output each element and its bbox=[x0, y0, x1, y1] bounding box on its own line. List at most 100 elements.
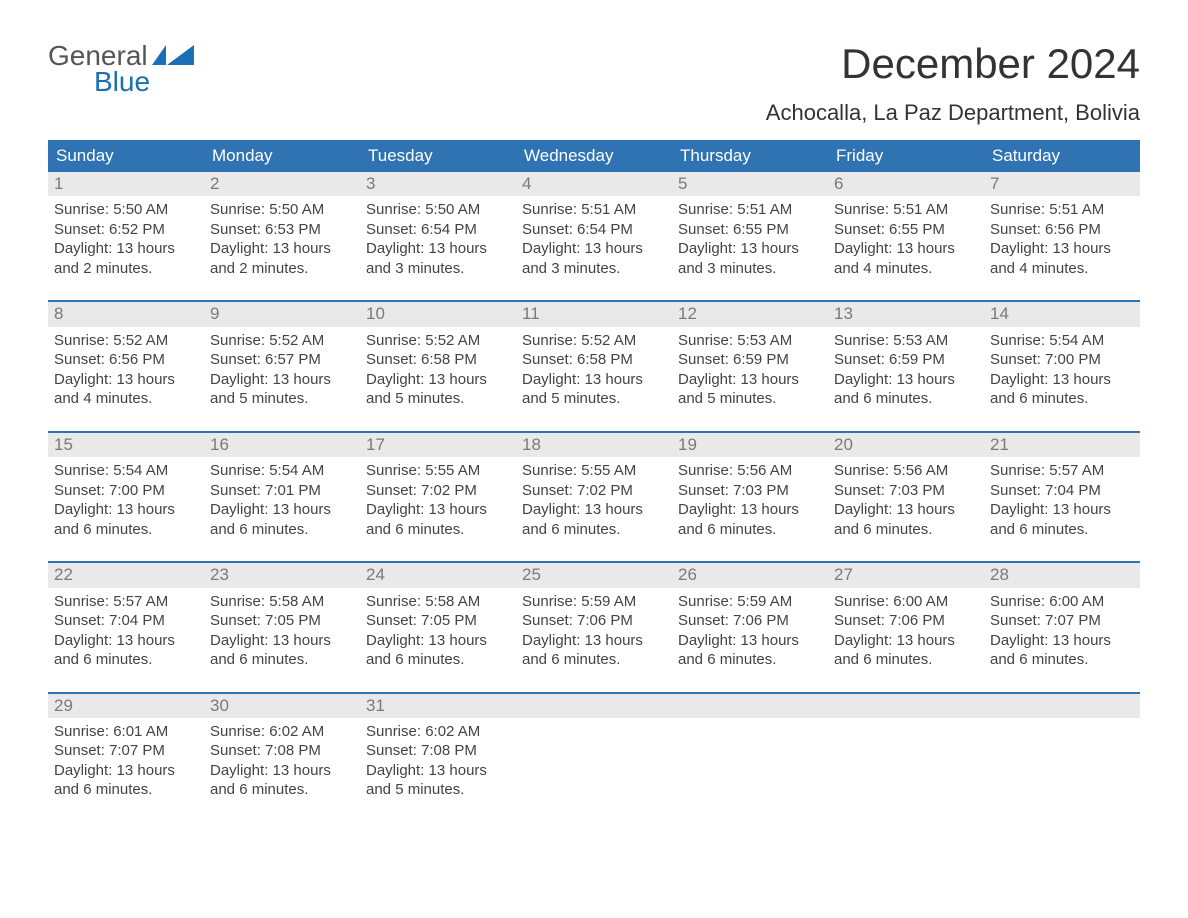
day-number: 31 bbox=[360, 694, 516, 718]
sunrise-text: Sunrise: 5:54 AM bbox=[990, 331, 1134, 351]
sunset-text: Sunset: 6:53 PM bbox=[210, 220, 354, 240]
sunrise-text: Sunrise: 5:52 AM bbox=[210, 331, 354, 351]
daylight-text: Daylight: 13 hours and 6 minutes. bbox=[54, 761, 198, 800]
week-row: 22Sunrise: 5:57 AMSunset: 7:04 PMDayligh… bbox=[48, 561, 1140, 675]
logo: General Blue bbox=[48, 40, 194, 98]
day-number: 30 bbox=[204, 694, 360, 718]
day-cell: 20Sunrise: 5:56 AMSunset: 7:03 PMDayligh… bbox=[828, 433, 984, 545]
day-number: 24 bbox=[360, 563, 516, 587]
day-number: 11 bbox=[516, 302, 672, 326]
sunrise-text: Sunrise: 5:56 AM bbox=[678, 461, 822, 481]
day-cell: 3Sunrise: 5:50 AMSunset: 6:54 PMDaylight… bbox=[360, 172, 516, 284]
header: General Blue December 2024 Achocalla, La… bbox=[48, 40, 1140, 126]
day-number: 22 bbox=[48, 563, 204, 587]
sunset-text: Sunset: 7:07 PM bbox=[990, 611, 1134, 631]
day-number: 23 bbox=[204, 563, 360, 587]
weeks-wrapper: 1Sunrise: 5:50 AMSunset: 6:52 PMDaylight… bbox=[48, 172, 1140, 806]
daylight-text: Daylight: 13 hours and 5 minutes. bbox=[210, 370, 354, 409]
day-cell: 9Sunrise: 5:52 AMSunset: 6:57 PMDaylight… bbox=[204, 302, 360, 414]
day-cell: 29Sunrise: 6:01 AMSunset: 7:07 PMDayligh… bbox=[48, 694, 204, 806]
sunset-text: Sunset: 7:06 PM bbox=[678, 611, 822, 631]
day-body: Sunrise: 5:55 AMSunset: 7:02 PMDaylight:… bbox=[516, 457, 672, 545]
sunset-text: Sunset: 7:05 PM bbox=[366, 611, 510, 631]
day-number bbox=[516, 694, 672, 718]
sunrise-text: Sunrise: 6:01 AM bbox=[54, 722, 198, 742]
dow-cell: Tuesday bbox=[360, 140, 516, 172]
sunset-text: Sunset: 6:59 PM bbox=[834, 350, 978, 370]
day-cell: 1Sunrise: 5:50 AMSunset: 6:52 PMDaylight… bbox=[48, 172, 204, 284]
day-cell: 6Sunrise: 5:51 AMSunset: 6:55 PMDaylight… bbox=[828, 172, 984, 284]
dow-cell: Thursday bbox=[672, 140, 828, 172]
day-number: 18 bbox=[516, 433, 672, 457]
sunrise-text: Sunrise: 5:58 AM bbox=[366, 592, 510, 612]
sunset-text: Sunset: 6:55 PM bbox=[678, 220, 822, 240]
sunrise-text: Sunrise: 6:02 AM bbox=[366, 722, 510, 742]
sunrise-text: Sunrise: 5:52 AM bbox=[522, 331, 666, 351]
day-number: 27 bbox=[828, 563, 984, 587]
sunset-text: Sunset: 6:55 PM bbox=[834, 220, 978, 240]
sunset-text: Sunset: 6:54 PM bbox=[366, 220, 510, 240]
sunset-text: Sunset: 7:03 PM bbox=[678, 481, 822, 501]
sunset-text: Sunset: 6:58 PM bbox=[522, 350, 666, 370]
sunset-text: Sunset: 6:54 PM bbox=[522, 220, 666, 240]
sunrise-text: Sunrise: 5:55 AM bbox=[366, 461, 510, 481]
day-number: 16 bbox=[204, 433, 360, 457]
day-body: Sunrise: 5:59 AMSunset: 7:06 PMDaylight:… bbox=[672, 588, 828, 676]
daylight-text: Daylight: 13 hours and 6 minutes. bbox=[990, 631, 1134, 670]
dow-cell: Sunday bbox=[48, 140, 204, 172]
sunrise-text: Sunrise: 5:54 AM bbox=[210, 461, 354, 481]
daylight-text: Daylight: 13 hours and 5 minutes. bbox=[366, 370, 510, 409]
sunset-text: Sunset: 7:04 PM bbox=[54, 611, 198, 631]
day-body: Sunrise: 5:50 AMSunset: 6:54 PMDaylight:… bbox=[360, 196, 516, 284]
day-cell: 27Sunrise: 6:00 AMSunset: 7:06 PMDayligh… bbox=[828, 563, 984, 675]
sunset-text: Sunset: 6:58 PM bbox=[366, 350, 510, 370]
daylight-text: Daylight: 13 hours and 6 minutes. bbox=[522, 631, 666, 670]
logo-flag-icon bbox=[152, 45, 194, 65]
sunrise-text: Sunrise: 5:52 AM bbox=[54, 331, 198, 351]
daylight-text: Daylight: 13 hours and 6 minutes. bbox=[366, 631, 510, 670]
daylight-text: Daylight: 13 hours and 2 minutes. bbox=[54, 239, 198, 278]
sunset-text: Sunset: 7:03 PM bbox=[834, 481, 978, 501]
days-of-week-header: SundayMondayTuesdayWednesdayThursdayFrid… bbox=[48, 140, 1140, 172]
day-cell: 10Sunrise: 5:52 AMSunset: 6:58 PMDayligh… bbox=[360, 302, 516, 414]
daylight-text: Daylight: 13 hours and 6 minutes. bbox=[834, 631, 978, 670]
sunset-text: Sunset: 7:02 PM bbox=[366, 481, 510, 501]
day-body: Sunrise: 5:52 AMSunset: 6:58 PMDaylight:… bbox=[516, 327, 672, 415]
day-body: Sunrise: 5:53 AMSunset: 6:59 PMDaylight:… bbox=[672, 327, 828, 415]
daylight-text: Daylight: 13 hours and 5 minutes. bbox=[366, 761, 510, 800]
sunrise-text: Sunrise: 5:59 AM bbox=[522, 592, 666, 612]
daylight-text: Daylight: 13 hours and 3 minutes. bbox=[522, 239, 666, 278]
day-cell: 18Sunrise: 5:55 AMSunset: 7:02 PMDayligh… bbox=[516, 433, 672, 545]
sunset-text: Sunset: 6:59 PM bbox=[678, 350, 822, 370]
day-body: Sunrise: 5:54 AMSunset: 7:01 PMDaylight:… bbox=[204, 457, 360, 545]
day-body: Sunrise: 6:02 AMSunset: 7:08 PMDaylight:… bbox=[360, 718, 516, 806]
day-body: Sunrise: 5:50 AMSunset: 6:52 PMDaylight:… bbox=[48, 196, 204, 284]
day-cell bbox=[672, 694, 828, 806]
day-number: 8 bbox=[48, 302, 204, 326]
day-cell: 30Sunrise: 6:02 AMSunset: 7:08 PMDayligh… bbox=[204, 694, 360, 806]
day-cell: 12Sunrise: 5:53 AMSunset: 6:59 PMDayligh… bbox=[672, 302, 828, 414]
day-cell: 31Sunrise: 6:02 AMSunset: 7:08 PMDayligh… bbox=[360, 694, 516, 806]
day-body: Sunrise: 5:50 AMSunset: 6:53 PMDaylight:… bbox=[204, 196, 360, 284]
sunset-text: Sunset: 7:00 PM bbox=[54, 481, 198, 501]
daylight-text: Daylight: 13 hours and 6 minutes. bbox=[834, 500, 978, 539]
daylight-text: Daylight: 13 hours and 6 minutes. bbox=[678, 631, 822, 670]
dow-cell: Wednesday bbox=[516, 140, 672, 172]
day-body: Sunrise: 5:52 AMSunset: 6:57 PMDaylight:… bbox=[204, 327, 360, 415]
daylight-text: Daylight: 13 hours and 5 minutes. bbox=[522, 370, 666, 409]
day-number: 20 bbox=[828, 433, 984, 457]
sunset-text: Sunset: 7:08 PM bbox=[210, 741, 354, 761]
day-number: 6 bbox=[828, 172, 984, 196]
week-row: 1Sunrise: 5:50 AMSunset: 6:52 PMDaylight… bbox=[48, 172, 1140, 284]
day-cell: 28Sunrise: 6:00 AMSunset: 7:07 PMDayligh… bbox=[984, 563, 1140, 675]
day-cell: 5Sunrise: 5:51 AMSunset: 6:55 PMDaylight… bbox=[672, 172, 828, 284]
sunrise-text: Sunrise: 5:58 AM bbox=[210, 592, 354, 612]
day-body: Sunrise: 5:52 AMSunset: 6:58 PMDaylight:… bbox=[360, 327, 516, 415]
day-number: 5 bbox=[672, 172, 828, 196]
location-text: Achocalla, La Paz Department, Bolivia bbox=[766, 100, 1140, 126]
calendar: SundayMondayTuesdayWednesdayThursdayFrid… bbox=[48, 140, 1140, 806]
sunrise-text: Sunrise: 5:50 AM bbox=[210, 200, 354, 220]
daylight-text: Daylight: 13 hours and 4 minutes. bbox=[834, 239, 978, 278]
sunset-text: Sunset: 7:07 PM bbox=[54, 741, 198, 761]
sunset-text: Sunset: 7:06 PM bbox=[522, 611, 666, 631]
